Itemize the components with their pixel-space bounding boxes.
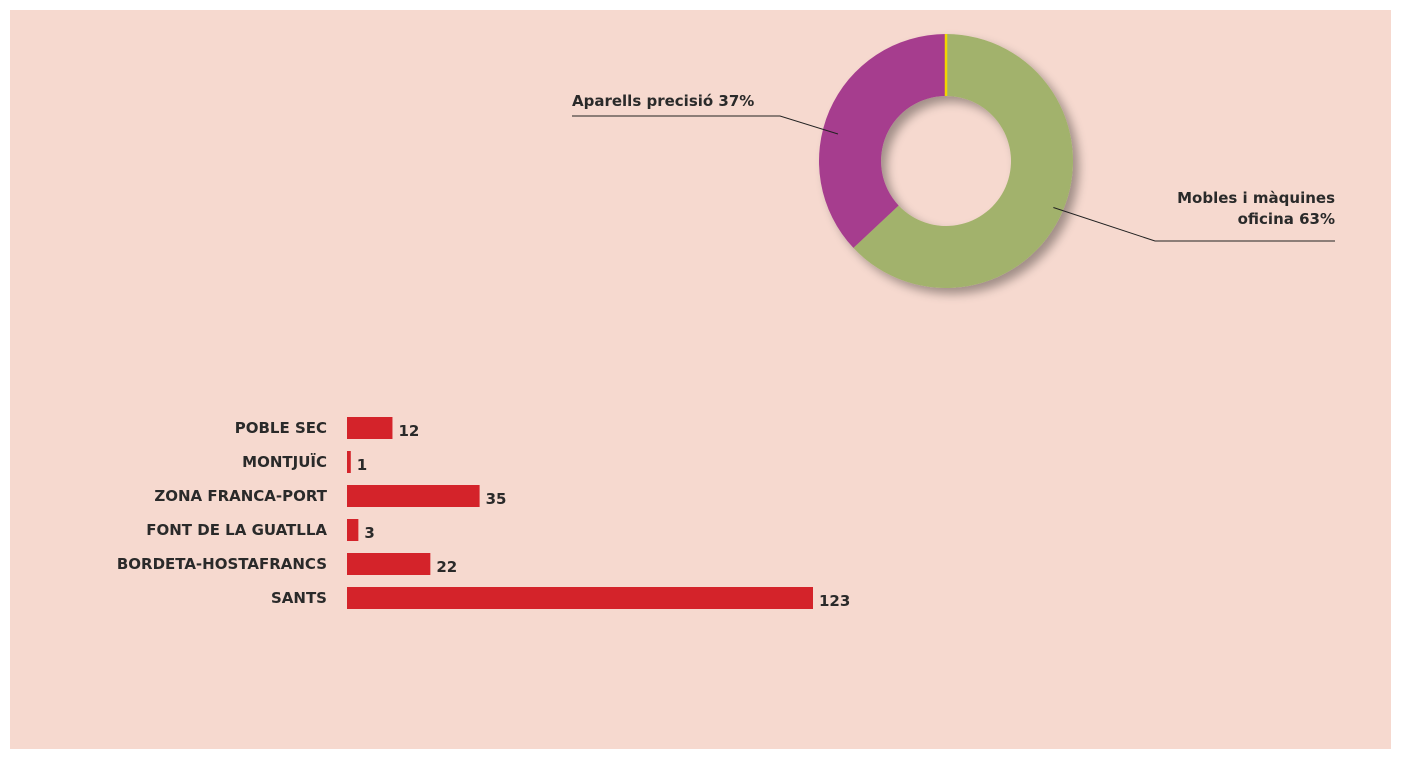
bar-chart: POBLE SEC 12 MONTJUÏC 1 ZONA FRANCA-PORT 35 FO… — [117, 417, 850, 610]
donut-label-0: Mobles i màquines oficina 63% — [1177, 189, 1335, 228]
donut-chart — [818, 33, 1073, 288]
bar-value-label: 22 — [436, 558, 457, 576]
donut-leader-0 — [1053, 206, 1335, 242]
chart-svg: Mobles i màquines oficina 63% Aparells pre… — [117, 33, 1335, 610]
bar-5 — [347, 587, 813, 609]
bar-category-label: POBLE SEC — [235, 419, 327, 437]
donut-label-1: Aparells precisió 37% — [572, 92, 754, 110]
bar-value-label: 12 — [398, 422, 419, 440]
bar-4 — [347, 553, 431, 575]
bar-value-label: 35 — [486, 490, 507, 508]
bar-category-label: MONTJUÏC — [242, 452, 327, 471]
donut-labels: Mobles i màquines oficina 63% Aparells pre… — [572, 92, 1335, 242]
chart-panel: Mobles i màquines oficina 63% Aparells pre… — [10, 10, 1391, 749]
bar-category-label: ZONA FRANCA-PORT — [154, 487, 327, 505]
bar-0 — [347, 417, 393, 439]
bar-value-label: 1 — [357, 456, 367, 474]
bar-value-label: 123 — [819, 592, 850, 610]
bar-value-label: 3 — [364, 524, 374, 542]
bar-2 — [347, 485, 480, 507]
donut-leader-1 — [572, 115, 839, 135]
bar-1 — [347, 451, 351, 473]
bar-category-label: FONT DE LA GUATLLA — [146, 521, 327, 539]
donut-slice-0 — [853, 34, 1073, 288]
bar-3 — [347, 519, 359, 541]
donut-slice-1 — [818, 33, 946, 248]
bar-category-label: BORDETA-HOSTAFRANCS — [117, 555, 327, 573]
bar-category-label: SANTS — [271, 589, 327, 607]
